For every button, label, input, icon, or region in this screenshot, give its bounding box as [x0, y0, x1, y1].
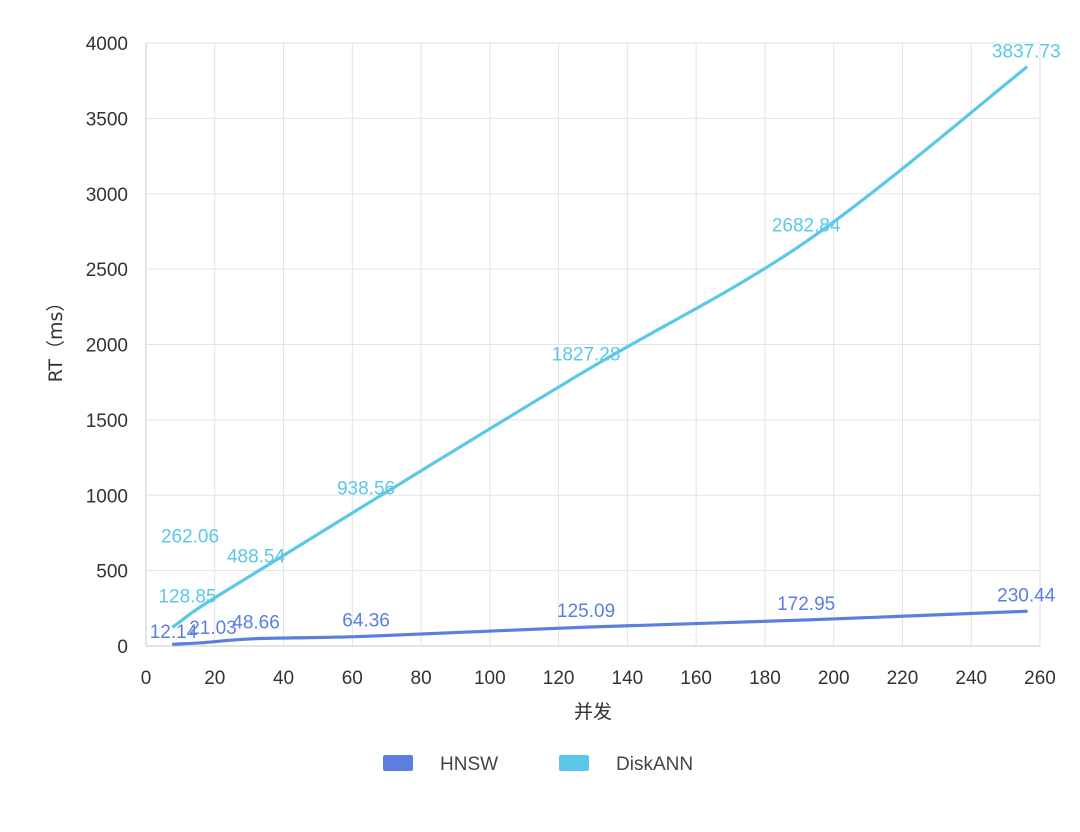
- x-tick-label: 200: [818, 668, 850, 689]
- data-label-diskann: 128.85: [158, 587, 216, 608]
- grid: [145, 42, 1041, 647]
- y-tick-label: 4000: [86, 34, 128, 55]
- data-label-hnsw: 172.95: [777, 594, 835, 615]
- legend-item-hnsw[interactable]: HNSW: [383, 754, 498, 775]
- legend-label-hnsw: HNSW: [440, 754, 498, 775]
- x-tick-label: 160: [680, 668, 712, 689]
- data-label-hnsw: 230.44: [997, 585, 1056, 606]
- data-label-hnsw: 12.14: [150, 622, 198, 643]
- y-tick-label: 3000: [86, 185, 128, 206]
- x-axis-title: 并发: [574, 701, 612, 723]
- series: [171, 65, 1028, 646]
- series-line-diskann: [171, 65, 1028, 629]
- legend: HNSW DiskANN: [383, 754, 693, 775]
- data-label-diskann: 938.56: [337, 479, 395, 500]
- legend-item-diskann[interactable]: DiskANN: [559, 754, 693, 775]
- data-label-hnsw: 64.36: [342, 610, 390, 631]
- x-tick-label: 20: [204, 668, 225, 689]
- data-label-diskann: 2682.84: [772, 216, 841, 237]
- data-label-hnsw: 48.66: [232, 613, 280, 634]
- x-tick-label: 0: [141, 668, 152, 689]
- data-label-diskann: 3837.73: [992, 41, 1061, 62]
- data-label-diskann: 488.54: [227, 546, 286, 567]
- data-label-hnsw: 21.03: [189, 618, 237, 639]
- x-tick-label: 240: [955, 668, 987, 689]
- x-tick-label: 40: [273, 668, 294, 689]
- y-tick-label: 1000: [86, 486, 128, 507]
- data-label-diskann: 262.06: [161, 526, 219, 547]
- y-axis-title: RT（ms）: [45, 293, 67, 383]
- y-tick-label: 500: [96, 562, 128, 583]
- y-tick-label: 0: [117, 637, 128, 658]
- y-tick-label: 2000: [86, 336, 128, 357]
- x-tick-label: 180: [749, 668, 781, 689]
- axes: 0 500 1000 1500 2000 2500 3000 3500 4000 0 20 40 60 8…: [45, 34, 1056, 723]
- x-tick-label: 80: [411, 668, 432, 689]
- legend-label-diskann: DiskANN: [616, 754, 693, 775]
- x-tick-label: 100: [474, 668, 506, 689]
- y-tick-label: 2500: [86, 260, 128, 281]
- data-label-hnsw: 125.09: [557, 601, 615, 622]
- x-tick-label: 220: [887, 668, 919, 689]
- x-tick-label: 60: [342, 668, 363, 689]
- x-tick-label: 120: [543, 668, 575, 689]
- data-label-diskann: 1827.28: [552, 345, 621, 366]
- x-tick-label: 140: [612, 668, 644, 689]
- legend-swatch-diskann: [559, 755, 589, 771]
- y-tick-label: 1500: [86, 411, 128, 432]
- legend-swatch-hnsw: [383, 755, 413, 771]
- x-tick-label: 260: [1024, 668, 1056, 689]
- series-line-hnsw: [171, 609, 1028, 646]
- y-tick-label: 3500: [86, 109, 128, 130]
